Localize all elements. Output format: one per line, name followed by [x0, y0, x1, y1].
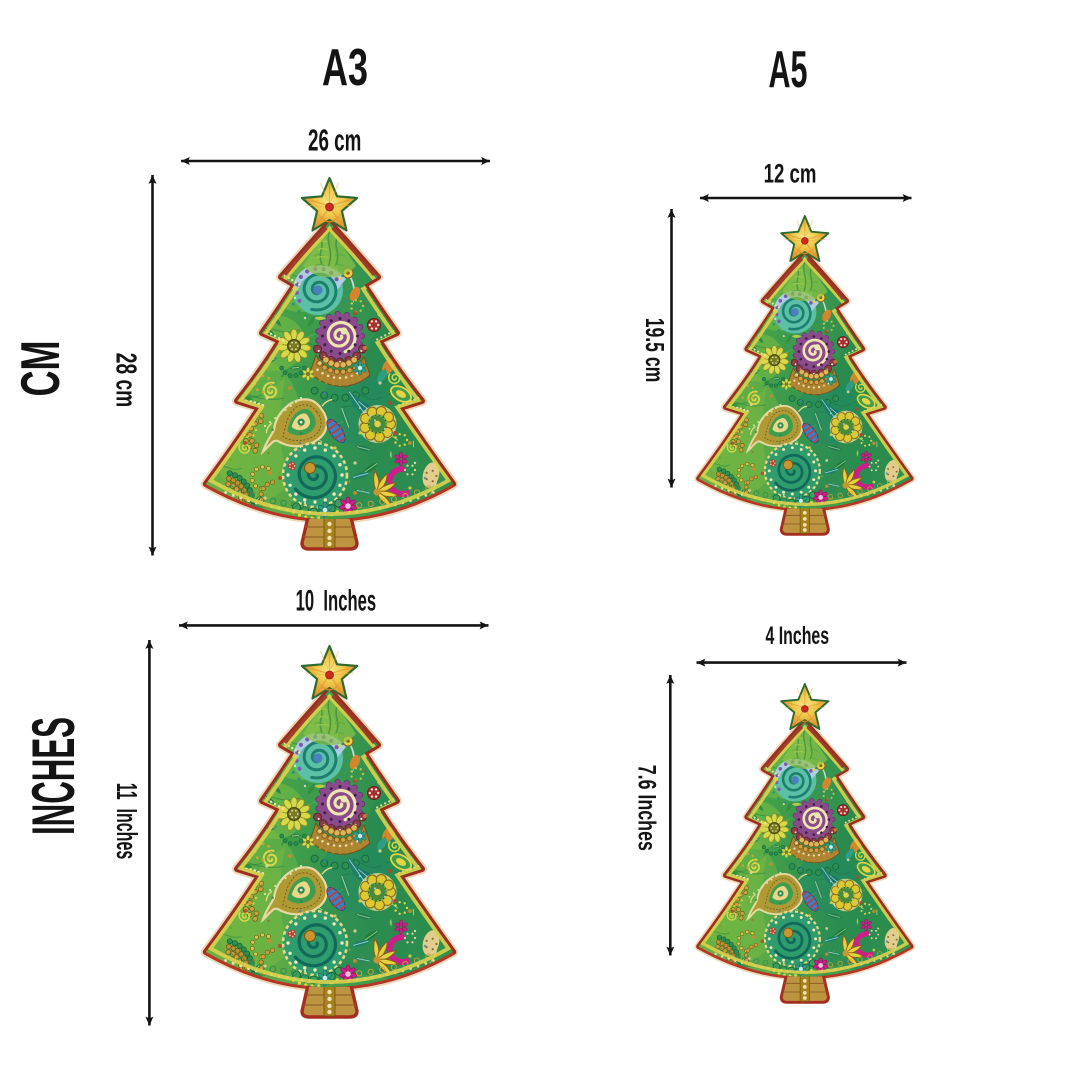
svg-text:INCHES: INCHES [20, 717, 87, 835]
svg-text:26 cm: 26 cm [308, 123, 361, 158]
svg-text:CM: CM [9, 341, 71, 397]
svg-text:4 Inches: 4 Inches [766, 622, 830, 650]
svg-text:A3: A3 [322, 39, 368, 97]
svg-text:10 Inches: 10 Inches [296, 585, 377, 618]
svg-text:A5: A5 [769, 41, 808, 99]
svg-text:7.6 Inches: 7.6 Inches [633, 765, 661, 851]
svg-text:28 cm: 28 cm [109, 353, 141, 407]
svg-text:12 cm: 12 cm [764, 158, 817, 188]
svg-text:19.5 cm: 19.5 cm [640, 318, 670, 383]
svg-text:11 Inches: 11 Inches [110, 783, 142, 860]
